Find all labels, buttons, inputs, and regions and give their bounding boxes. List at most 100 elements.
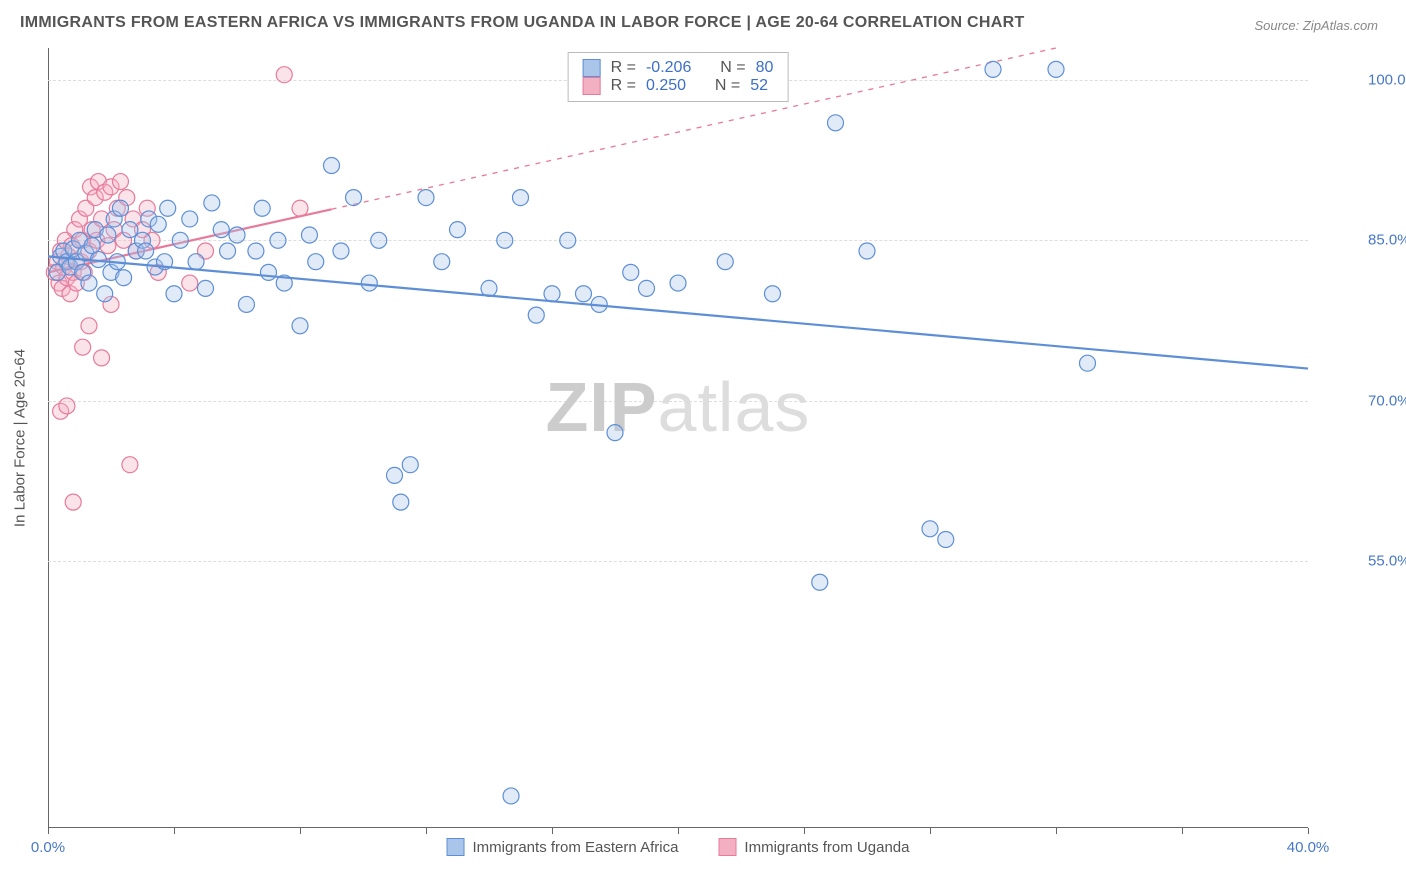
data-point — [1080, 355, 1096, 371]
data-point — [765, 286, 781, 302]
data-point — [607, 425, 623, 441]
scatter-svg — [48, 48, 1308, 828]
data-point — [717, 254, 733, 270]
data-point — [623, 264, 639, 280]
correlation-row-uganda: R = 0.250 N = 52 — [583, 77, 774, 95]
corr-r-label: R = — [611, 77, 636, 95]
data-point — [670, 275, 686, 291]
data-point — [204, 195, 220, 211]
data-point — [116, 270, 132, 286]
y-tick-label: 70.0% — [1368, 392, 1406, 409]
data-point — [138, 243, 154, 259]
data-point — [859, 243, 875, 259]
data-point — [229, 227, 245, 243]
data-point — [188, 254, 204, 270]
data-point — [213, 222, 229, 238]
x-tick-label: 40.0% — [1287, 839, 1330, 856]
legend-label-uganda: Immigrants from Uganda — [744, 839, 909, 856]
data-point — [292, 200, 308, 216]
data-point — [81, 275, 97, 291]
data-point — [371, 232, 387, 248]
legend-item-eastern-africa: Immigrants from Eastern Africa — [447, 838, 679, 856]
data-point — [639, 280, 655, 296]
corr-r-label: R = — [611, 59, 636, 77]
data-point — [150, 216, 166, 232]
data-point — [166, 286, 182, 302]
data-point — [922, 521, 938, 537]
swatch-eastern-africa — [583, 59, 601, 77]
x-tick-mark — [426, 828, 427, 834]
x-tick-mark — [678, 828, 679, 834]
data-point — [985, 61, 1001, 77]
data-point — [393, 494, 409, 510]
corr-n-uganda: 52 — [750, 77, 768, 95]
data-point — [112, 174, 128, 190]
corr-n-label: N = — [720, 59, 745, 77]
x-tick-mark — [48, 828, 49, 834]
corr-n-eastern-africa: 80 — [756, 59, 774, 77]
data-point — [402, 457, 418, 473]
data-point — [198, 280, 214, 296]
data-point — [220, 243, 236, 259]
data-point — [182, 275, 198, 291]
legend-label-eastern-africa: Immigrants from Eastern Africa — [473, 839, 679, 856]
data-point — [261, 264, 277, 280]
data-point — [122, 457, 138, 473]
data-point — [434, 254, 450, 270]
legend-item-uganda: Immigrants from Uganda — [718, 838, 909, 856]
data-point — [160, 200, 176, 216]
data-point — [182, 211, 198, 227]
data-point — [503, 788, 519, 804]
data-point — [97, 286, 113, 302]
data-point — [828, 115, 844, 131]
y-tick-label: 85.0% — [1368, 232, 1406, 249]
data-point — [172, 232, 188, 248]
data-point — [292, 318, 308, 334]
data-point — [59, 398, 75, 414]
x-tick-mark — [552, 828, 553, 834]
data-point — [324, 158, 340, 174]
x-tick-mark — [1056, 828, 1057, 834]
data-point — [361, 275, 377, 291]
data-point — [65, 494, 81, 510]
data-point — [481, 280, 497, 296]
legend-swatch-eastern-africa — [447, 838, 465, 856]
data-point — [544, 286, 560, 302]
data-point — [528, 307, 544, 323]
data-point — [270, 232, 286, 248]
data-point — [81, 318, 97, 334]
data-point — [497, 232, 513, 248]
data-point — [301, 227, 317, 243]
x-tick-mark — [174, 828, 175, 834]
x-tick-mark — [1308, 828, 1309, 834]
data-point — [812, 574, 828, 590]
x-tick-mark — [930, 828, 931, 834]
corr-r-eastern-africa: -0.206 — [646, 59, 691, 77]
data-point — [254, 200, 270, 216]
data-point — [276, 67, 292, 83]
swatch-uganda — [583, 77, 601, 95]
x-tick-label: 0.0% — [31, 839, 65, 856]
y-tick-label: 100.0% — [1368, 72, 1406, 89]
legend: Immigrants from Eastern Africa Immigrant… — [447, 838, 910, 856]
data-point — [238, 296, 254, 312]
data-point — [100, 227, 116, 243]
correlation-row-eastern-africa: R = -0.206 N = 80 — [583, 59, 774, 77]
x-tick-mark — [300, 828, 301, 834]
source-attribution: Source: ZipAtlas.com — [1254, 18, 1378, 33]
data-point — [1048, 61, 1064, 77]
data-point — [346, 190, 362, 206]
data-point — [938, 532, 954, 548]
data-point — [75, 339, 91, 355]
y-tick-label: 55.0% — [1368, 552, 1406, 569]
data-point — [560, 232, 576, 248]
data-point — [112, 200, 128, 216]
x-tick-mark — [804, 828, 805, 834]
corr-r-uganda: 0.250 — [646, 77, 686, 95]
data-point — [576, 286, 592, 302]
data-point — [513, 190, 529, 206]
data-point — [94, 350, 110, 366]
data-point — [333, 243, 349, 259]
data-point — [450, 222, 466, 238]
x-tick-mark — [1182, 828, 1183, 834]
